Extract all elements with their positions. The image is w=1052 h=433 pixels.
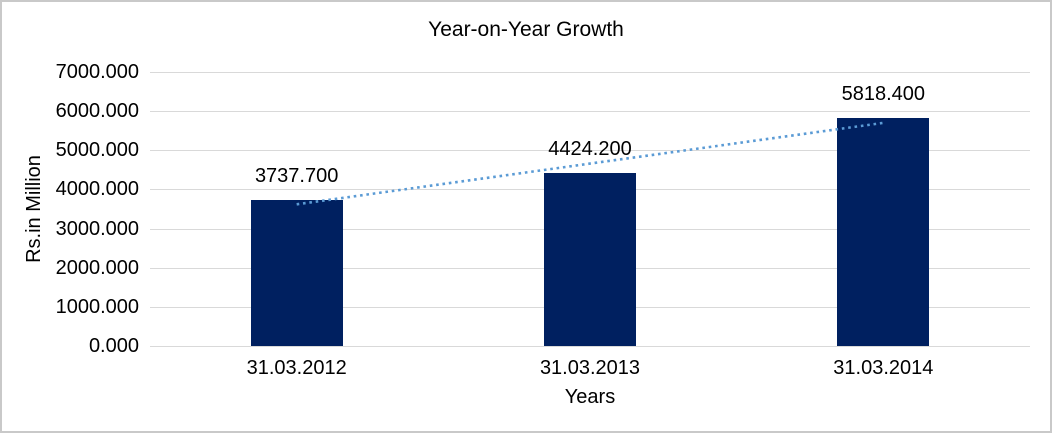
y-axis-tick-label: 7000.000: [55, 61, 139, 83]
bar: [250, 199, 343, 346]
y-axis-tick-label: 1000.000: [55, 295, 139, 318]
bar: [837, 118, 930, 346]
gridline: [150, 72, 1030, 73]
y-axis-tick-label: 6000.000: [55, 100, 139, 123]
bar-value-label: 5818.400: [841, 83, 926, 106]
y-axis-title: Rs.in Million: [23, 155, 45, 263]
gridline: [150, 346, 1030, 347]
y-axis-tick-label: 4000.000: [55, 178, 139, 201]
bar: [544, 172, 636, 346]
x-axis-tick-label: 31.03.2014: [833, 357, 934, 379]
bar-value-label: 4424.200: [548, 137, 632, 160]
x-axis-title: Years: [564, 386, 616, 408]
y-axis-tick-label: 3000.000: [55, 217, 139, 240]
y-axis-tick-label: 5000.000: [55, 139, 139, 162]
y-axis-tick-label: 2000.000: [55, 256, 139, 279]
bar-value-label: 3737.700: [254, 164, 339, 187]
x-axis-tick-label: 31.03.2013: [539, 357, 641, 379]
y-axis-tick-label: 0.000: [88, 335, 139, 357]
gridline: [150, 111, 1030, 113]
chart-title: Year-on-Year Growth: [428, 18, 624, 41]
x-axis-tick-label: 31.03.2012: [246, 357, 347, 379]
